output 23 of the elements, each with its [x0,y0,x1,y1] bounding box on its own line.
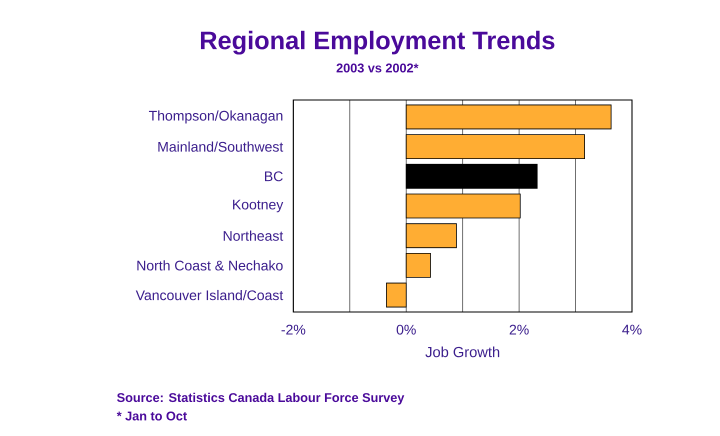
y-tick-label: BC [264,171,283,182]
y-tick-label: North Coast & Nechako [137,260,283,271]
bar [406,134,585,160]
bar [406,164,538,189]
bar [406,223,457,248]
bar [406,252,431,278]
y-tick-label: Thompson/Okanagan [148,110,282,124]
x-tick-label: -2% [282,324,306,335]
y-tick-label: Mainland/Southwest [158,141,284,152]
y-tick-label: Vancouver Island/Coast [136,290,284,300]
x-axis-title: Job Growth [425,346,500,358]
text: * Jan to Oct [116,412,187,420]
x-tick-label: 0% [396,324,416,335]
chart-subtitle: 2003 vs 2002* [336,64,419,72]
chart-title: Regional Employment Trends [200,30,554,55]
bar [406,104,612,130]
source-note: Source: Statistics Canada Labour Force Survey [117,392,404,405]
y-tick-label: Northeast [224,230,284,241]
y-tick-label: Kootney [233,200,284,212]
x-tick-label: 4% [622,324,642,335]
bar [406,194,521,218]
bar [386,282,407,308]
x-tick-label: 2% [510,324,529,335]
